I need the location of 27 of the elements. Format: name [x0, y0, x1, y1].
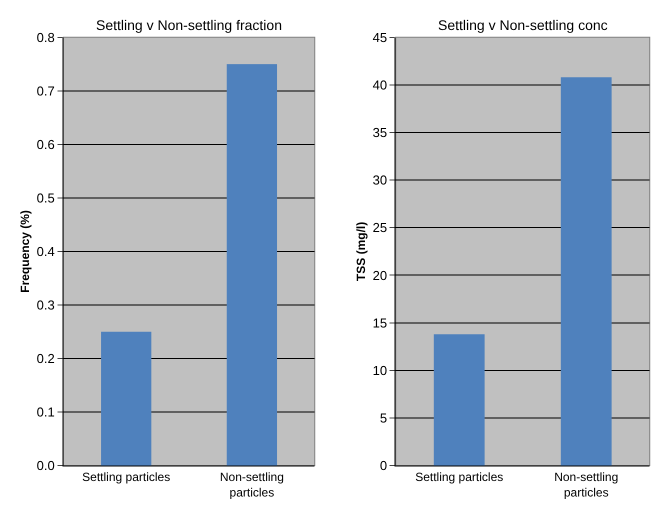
y-axis-title: TSS (mg/l)	[354, 222, 368, 282]
y-tick-label: 0.2	[36, 351, 55, 366]
x-tick-label: Settling particles	[82, 470, 170, 484]
y-tick-label: 20	[372, 268, 388, 283]
y-tick-label: 0.8	[36, 30, 55, 45]
y-tick-label: 0.0	[36, 458, 55, 474]
chart-title: Settling v Non-settling fraction	[96, 17, 282, 33]
y-tick-label: 0.4	[36, 244, 55, 259]
y-tick-label: 0.6	[36, 136, 55, 152]
y-tick-label: 45	[372, 30, 388, 45]
y-tick-label: 0.5	[36, 190, 55, 206]
y-tick-label: 15	[372, 315, 388, 330]
y-axis-title: Frequency (%)	[18, 210, 32, 293]
chart-title: Settling v Non-settling conc	[438, 17, 608, 33]
y-tick-label: 5	[380, 410, 388, 426]
y-tick-label: 35	[372, 125, 388, 140]
y-tick-label: 0	[380, 458, 388, 474]
x-tick-label: Settling particles	[415, 470, 504, 484]
y-tick-label: 0.1	[36, 404, 55, 420]
y-tick-label: 30	[372, 172, 388, 188]
y-tick-label: 10	[372, 362, 388, 378]
x-tick-label: Non-settling particles	[220, 470, 284, 500]
x-tick-label: Non-settling particles	[554, 470, 618, 500]
y-tick-label: 0.7	[36, 83, 55, 98]
y-tick-label: 25	[372, 220, 388, 236]
y-tick-label: 40	[372, 77, 388, 92]
y-tick-label: 0.3	[36, 298, 55, 312]
